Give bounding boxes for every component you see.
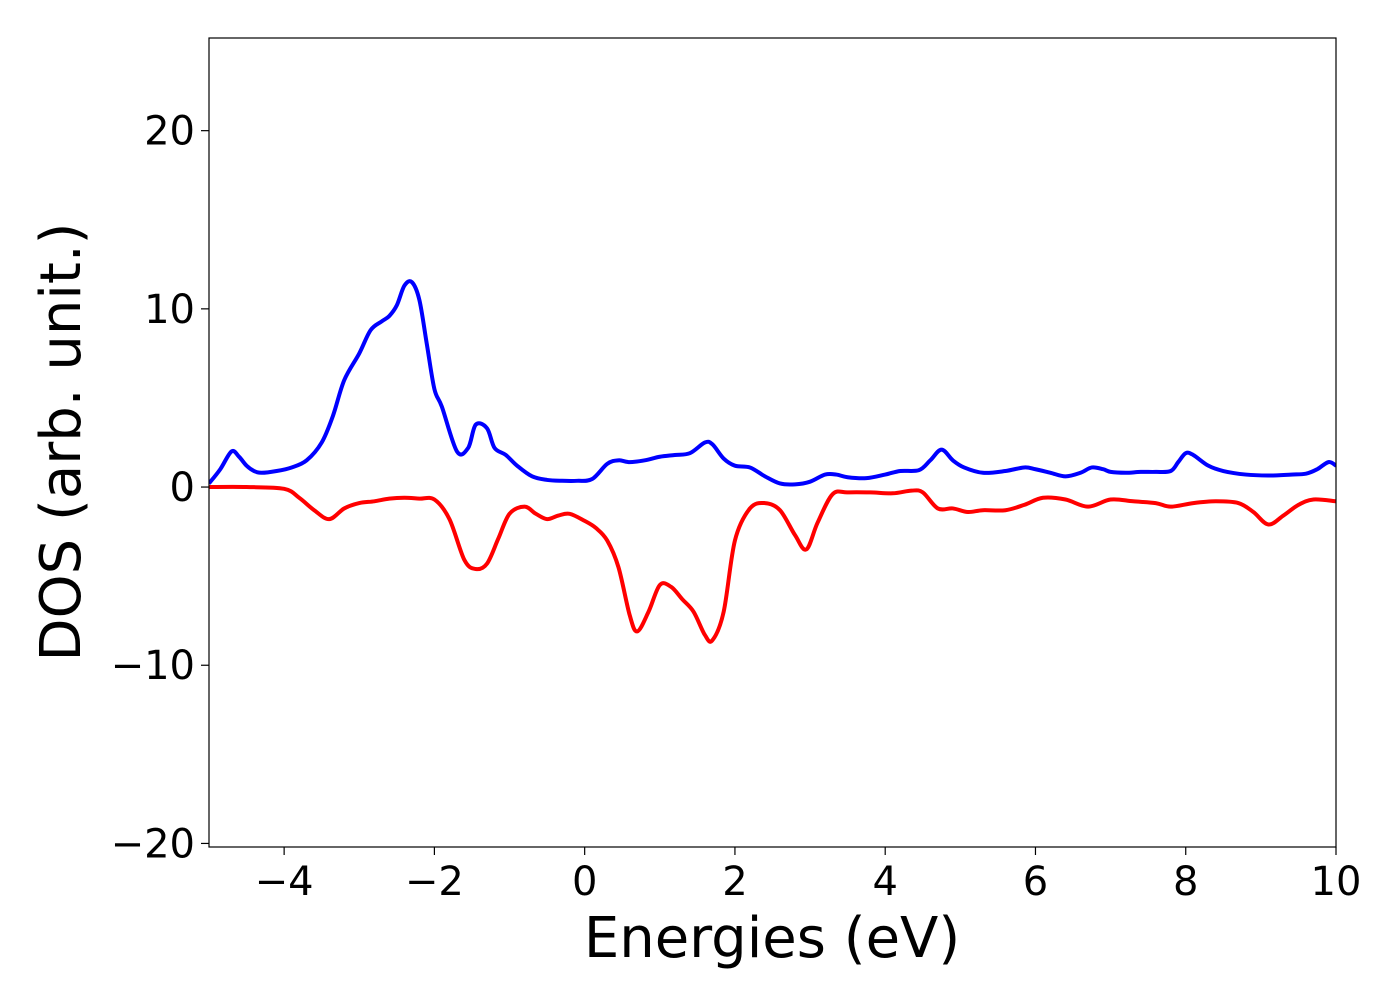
- series-line-2: [209, 484, 1336, 644]
- x-tick-label: 6: [1023, 859, 1048, 905]
- x-tick-label: −2: [405, 859, 464, 905]
- x-axis-ticks: −4 −2 0 2 4 6 8 10: [255, 847, 1362, 905]
- y-tick-label: 20: [144, 109, 195, 155]
- y-tick-label: 10: [144, 287, 195, 333]
- y-tick-label: −20: [111, 821, 195, 867]
- x-tick-label: 2: [722, 859, 747, 905]
- x-axis-label: Energies (eV): [584, 906, 960, 971]
- x-tick-label: 10: [1311, 859, 1362, 905]
- y-axis-label: DOS (arb. unit.): [29, 222, 94, 661]
- y-axis-ticks: −20 −10 0 10 20: [111, 109, 209, 867]
- x-tick-label: −4: [255, 859, 314, 905]
- x-tick-label: 0: [572, 859, 597, 905]
- series-layer: [209, 279, 1336, 644]
- x-tick-label: 8: [1173, 859, 1198, 905]
- x-tick-label: 4: [872, 859, 897, 905]
- y-tick-label: −10: [111, 643, 195, 689]
- y-tick-label: 0: [170, 465, 195, 511]
- series-line-1: [209, 279, 1336, 487]
- plot-frame: [208, 37, 1337, 848]
